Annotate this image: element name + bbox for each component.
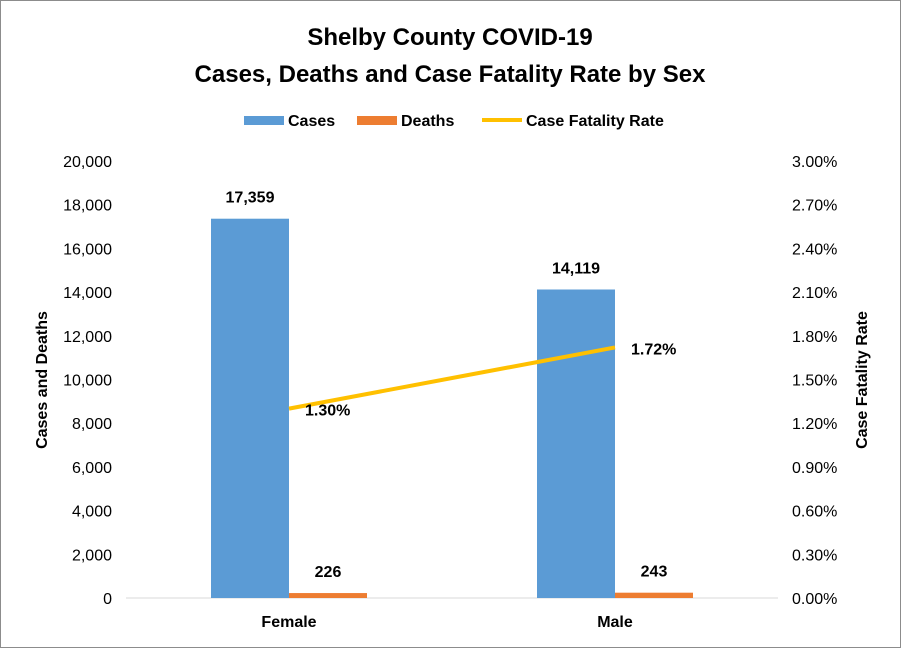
y-tick-label: 2,000 [72, 547, 112, 564]
y2-tick-label: 2.70% [792, 198, 837, 215]
y2-axis-ticks: 0.00% 0.30% 0.60% 0.90% 1.20% 1.50% 1.80% 2.10%… [792, 154, 837, 608]
y2-tick-label: 1.50% [792, 373, 837, 390]
y-tick-label: 0 [103, 591, 112, 608]
bars: 17,359 226 14,119 243 [211, 190, 693, 598]
y-axis-ticks: 0 2,000 4,000 6,000 8,000 10,000 12,000 14,000 1… [63, 154, 112, 608]
y2-tick-label: 0.90% [792, 460, 837, 477]
y-tick-label: 4,000 [72, 504, 112, 521]
data-label-cases: 14,119 [552, 260, 600, 277]
y2-tick-label: 2.40% [792, 241, 837, 258]
y-tick-label: 6,000 [72, 460, 112, 477]
case-fatality-rate-line [288, 345, 616, 411]
y2-tick-label: 1.20% [792, 416, 837, 433]
y2-axis-title: Case Fatality Rate [854, 311, 871, 449]
legend-swatch-deaths [357, 116, 397, 125]
y2-tick-label: 0.60% [792, 504, 837, 521]
bar-cases [211, 218, 289, 598]
y-tick-label: 8,000 [72, 416, 112, 433]
bar-cases [537, 289, 615, 598]
legend: Cases Deaths Case Fatality Rate [244, 113, 664, 130]
y2-tick-label: 3.00% [792, 154, 837, 171]
chart-title-line-2: Cases, Deaths and Case Fatality Rate by … [195, 61, 707, 88]
y2-tick-label: 0.30% [792, 547, 837, 564]
category-label: Male [597, 614, 633, 631]
y2-tick-label: 0.00% [792, 591, 837, 608]
data-label-case-fatality-rate: 1.72% [631, 341, 676, 358]
y2-tick-label: 2.10% [792, 285, 837, 302]
data-label-deaths: 226 [315, 564, 342, 581]
bar-deaths [615, 592, 693, 598]
category-labels: Female Male [261, 614, 632, 631]
y-tick-label: 18,000 [63, 198, 112, 215]
data-label-deaths: 243 [641, 564, 668, 581]
case-fatality-rate-line-layer: 1.30% 1.72% [288, 341, 676, 420]
y-axis-title: Cases and Deaths [34, 311, 51, 449]
y-tick-label: 12,000 [63, 329, 112, 346]
category-label: Female [261, 614, 316, 631]
y2-tick-label: 1.80% [792, 329, 837, 346]
chart-title-line-1: Shelby County COVID-19 [307, 24, 592, 51]
bar-deaths [289, 593, 367, 598]
legend-label-cases: Cases [288, 113, 335, 130]
data-label-case-fatality-rate: 1.30% [305, 403, 350, 420]
legend-swatch-cases [244, 116, 284, 125]
legend-label-deaths: Deaths [401, 113, 454, 130]
y-tick-label: 14,000 [63, 285, 112, 302]
y-tick-label: 16,000 [63, 241, 112, 258]
y-tick-label: 10,000 [63, 373, 112, 390]
data-label-cases: 17,359 [226, 190, 275, 207]
y-tick-label: 20,000 [63, 154, 112, 171]
legend-label-case-fatality-rate: Case Fatality Rate [526, 113, 664, 130]
